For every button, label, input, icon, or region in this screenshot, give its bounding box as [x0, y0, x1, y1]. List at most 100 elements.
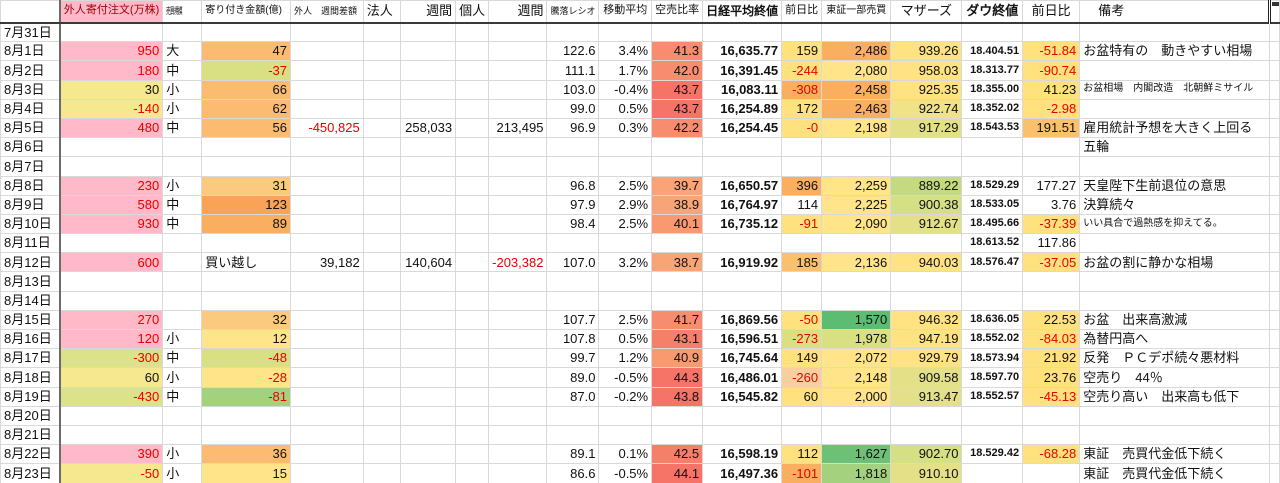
cell-remark[interactable]: 天皇陛下生前退位の意思 — [1079, 175, 1270, 196]
cell-cut[interactable] — [1268, 444, 1280, 465]
cell-dd[interactable]: 22.53 — [1022, 309, 1081, 331]
cell-amount[interactable]: 47 — [201, 41, 291, 62]
cell-nd[interactable] — [781, 233, 823, 254]
cell-short[interactable]: 42.5 — [651, 444, 704, 465]
cell-ratio[interactable] — [546, 405, 600, 426]
cell-nikkei[interactable]: 16,254.45 — [702, 117, 783, 139]
cell-order[interactable]: -50 — [59, 463, 164, 483]
cell-amount[interactable] — [201, 271, 291, 292]
cell-mothers[interactable]: 939.26 — [890, 41, 963, 62]
cell-nd[interactable] — [781, 424, 823, 446]
cell-gw[interactable] — [289, 60, 364, 81]
cell-order[interactable]: 30 — [59, 79, 164, 100]
cell-kw[interactable] — [488, 424, 548, 446]
cell-remark[interactable]: お盆特有の 動きやすい相場 — [1079, 41, 1270, 62]
cell-hj[interactable] — [362, 463, 401, 483]
cell-order[interactable]: 580 — [59, 194, 164, 215]
cell-kj[interactable] — [455, 424, 490, 446]
cell-ma[interactable]: -0.2% — [598, 386, 653, 407]
row-date[interactable]: 8月23日 — [0, 463, 61, 483]
cell-size[interactable]: 中 — [162, 386, 203, 407]
cell-size[interactable]: 小 — [162, 463, 203, 483]
cell-order[interactable]: 480 — [59, 117, 164, 139]
cell-order[interactable] — [59, 424, 164, 446]
cell-dow[interactable] — [961, 290, 1024, 311]
cell-dd[interactable]: 3.76 — [1022, 194, 1081, 215]
row-date[interactable]: 8月10日 — [0, 213, 61, 235]
cell-mothers[interactable] — [890, 137, 963, 158]
cell-hw[interactable] — [399, 328, 457, 350]
col-header-cut[interactable] — [1267, 0, 1280, 24]
cell-kw[interactable] — [488, 98, 548, 119]
cell-hj[interactable] — [362, 213, 401, 235]
cell-kj[interactable] — [455, 41, 490, 62]
cell-nd[interactable]: 60 — [781, 386, 823, 407]
cell-amount[interactable]: 56 — [201, 117, 291, 139]
cell-nd[interactable]: 172 — [781, 98, 823, 119]
cell-hw[interactable] — [399, 309, 457, 331]
cell-dd[interactable]: 117.86 — [1022, 233, 1081, 254]
col-header-mothers[interactable]: マザーズ — [890, 0, 963, 24]
cell-tse[interactable] — [821, 156, 892, 177]
cell-ma[interactable] — [598, 290, 653, 311]
cell-dd[interactable]: -37.39 — [1022, 213, 1081, 235]
cell-gw[interactable] — [289, 79, 364, 100]
cell-cut[interactable] — [1268, 233, 1280, 254]
cell-tse[interactable]: 2,148 — [821, 367, 892, 388]
cell-hj[interactable] — [362, 156, 401, 177]
cell-kw[interactable] — [488, 41, 548, 62]
cell-ma[interactable]: 3.4% — [598, 41, 653, 62]
cell-kw[interactable] — [488, 328, 548, 350]
cell-kw[interactable] — [488, 233, 548, 254]
cell-remark[interactable]: 空売り 44％ — [1079, 367, 1270, 388]
cell-ma[interactable]: 2.5% — [598, 213, 653, 235]
cell-short[interactable]: 43.8 — [651, 386, 704, 407]
cell-nikkei[interactable]: 16,745.64 — [702, 348, 783, 369]
cell-dow[interactable]: 18.597.70 — [961, 367, 1024, 388]
cell-hj[interactable] — [362, 252, 401, 273]
cell-hj[interactable] — [362, 424, 401, 446]
cell-ma[interactable]: 3.2% — [598, 252, 653, 273]
cell-amount[interactable] — [201, 290, 291, 311]
cell-kw[interactable] — [488, 175, 548, 196]
cell-short[interactable]: 40.9 — [651, 348, 704, 369]
cell-kj[interactable] — [455, 98, 490, 119]
cell-hw[interactable] — [399, 213, 457, 235]
cell-nd[interactable]: 114 — [781, 194, 823, 215]
cell-nikkei[interactable]: 16,545.82 — [702, 386, 783, 407]
cell-mothers[interactable]: 940.03 — [890, 252, 963, 273]
cell-tse[interactable]: 1,627 — [821, 444, 892, 465]
col-header-hj[interactable]: 法人 — [362, 0, 401, 24]
cell-dow[interactable]: 18.543.53 — [961, 117, 1024, 139]
cell-nd[interactable] — [781, 137, 823, 158]
cell-dd[interactable] — [1022, 271, 1081, 292]
cell-ratio[interactable]: 122.6 — [546, 41, 600, 62]
cell-ratio[interactable]: 96.8 — [546, 175, 600, 196]
cell-kj[interactable] — [455, 348, 490, 369]
cell-tse[interactable]: 2,198 — [821, 117, 892, 139]
cell-ratio[interactable] — [546, 233, 600, 254]
cell-ratio[interactable]: 89.0 — [546, 367, 600, 388]
cell-size[interactable]: 大 — [162, 41, 203, 62]
cell-ma[interactable]: 0.5% — [598, 98, 653, 119]
cell-order[interactable] — [59, 21, 164, 43]
cell-kw[interactable] — [488, 290, 548, 311]
cell-amount[interactable] — [201, 233, 291, 254]
cell-kw[interactable] — [488, 213, 548, 235]
row-date[interactable]: 8月5日 — [0, 117, 61, 139]
cell-kw[interactable] — [488, 194, 548, 215]
cell-amount[interactable]: 66 — [201, 79, 291, 100]
cell-ratio[interactable]: 107.7 — [546, 309, 600, 331]
cell-ratio[interactable]: 97.9 — [546, 194, 600, 215]
cell-remark[interactable] — [1079, 21, 1270, 43]
cell-dd[interactable]: 23.76 — [1022, 367, 1081, 388]
col-header-date[interactable] — [0, 0, 61, 24]
cell-dow[interactable]: 18.529.29 — [961, 175, 1024, 196]
cell-dow[interactable]: 18.355.00 — [961, 79, 1024, 100]
cell-kj[interactable] — [455, 175, 490, 196]
cell-hw[interactable] — [399, 444, 457, 465]
cell-cut[interactable] — [1268, 424, 1280, 446]
cell-tse[interactable]: 1,978 — [821, 328, 892, 350]
row-date[interactable]: 8月9日 — [0, 194, 61, 215]
cell-dow[interactable]: 18.552.57 — [961, 386, 1024, 407]
